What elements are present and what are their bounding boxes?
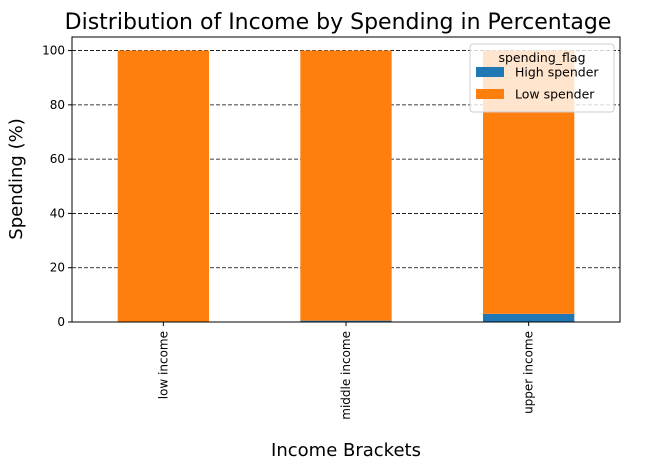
bar-low-spender xyxy=(300,50,392,321)
bar-low-spender xyxy=(117,50,209,322)
x-axis-ticks: low income middle income upper income xyxy=(156,322,536,420)
legend-box xyxy=(469,43,615,113)
legend-swatch xyxy=(476,67,504,77)
legend-title: spending_flag xyxy=(498,50,585,65)
legend-label: High spender xyxy=(515,65,599,80)
y-axis-ticks: 0 20 40 60 80 100 xyxy=(42,44,72,329)
x-tick-label: middle income xyxy=(339,331,353,420)
bar-high-spender xyxy=(300,320,392,322)
chart-title: Distribution of Income by Spending in Pe… xyxy=(65,10,612,35)
y-tick-label: 0 xyxy=(57,315,65,329)
x-tick-label: low income xyxy=(156,331,170,399)
y-tick-label: 60 xyxy=(50,152,65,166)
y-tick-label: 80 xyxy=(50,98,65,112)
legend-swatch xyxy=(476,89,504,99)
x-axis-label: Income Brackets xyxy=(271,440,421,461)
y-axis-label: Spending (%) xyxy=(6,118,27,239)
y-tick-label: 100 xyxy=(42,44,65,58)
legend: spending_flag High spender Low spender xyxy=(469,43,615,113)
y-tick-label: 20 xyxy=(50,261,65,275)
legend-label: Low spender xyxy=(515,87,595,102)
y-tick-label: 40 xyxy=(50,206,65,220)
bar-high-spender xyxy=(483,313,575,322)
x-tick-label: upper income xyxy=(522,331,536,414)
